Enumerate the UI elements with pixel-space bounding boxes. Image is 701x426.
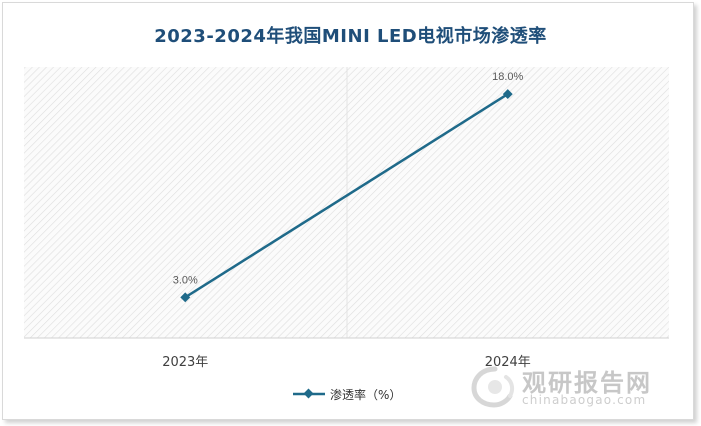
data-label: 3.0% [173, 274, 198, 286]
watermark-name: 观研报告网 [522, 369, 652, 397]
legend-swatch [293, 388, 325, 399]
x-tick-label: 2024年 [485, 355, 531, 370]
watermark: 观研报告网 chinabaogao.com [470, 363, 670, 413]
watermark-url: chinabaogao.com [522, 393, 647, 407]
data-point-marker [180, 292, 191, 303]
legend: 渗透率（%） [292, 385, 401, 403]
data-label: 18.0% [492, 71, 523, 83]
watermark-logo-icon [471, 366, 515, 408]
x-tick-label: 2023年 [162, 355, 208, 370]
legend-label: 渗透率（%） [330, 387, 402, 402]
chart-title: 2023-2024年我国MINI LED电视市场渗透率 [154, 26, 547, 47]
series-line [184, 93, 509, 299]
